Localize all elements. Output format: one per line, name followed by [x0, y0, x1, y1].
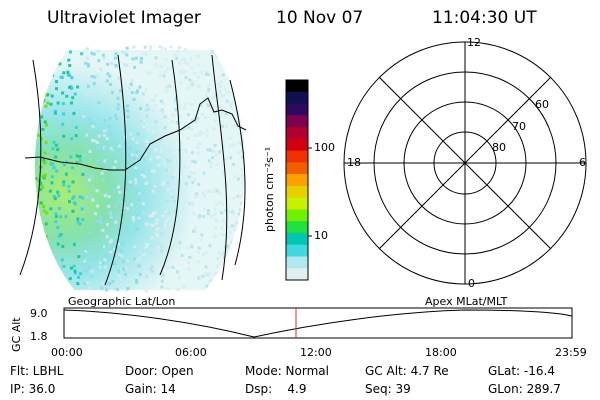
auroral-image	[19, 45, 247, 293]
colorbar-band	[286, 221, 308, 234]
graticule-lines	[19, 54, 246, 286]
emission-pixels	[35, 45, 245, 293]
time-tick-1800: 18:00	[425, 346, 457, 359]
colorbar-band	[286, 256, 308, 269]
apex-label: Apex MLat/MLT	[425, 295, 508, 308]
coastline	[24, 97, 247, 171]
glat-info: GLat: -16.4	[488, 364, 555, 378]
gain-info: Gain: 14	[125, 382, 176, 396]
instrument-title: Ultraviolet Imager	[47, 8, 201, 28]
mode-info: Mode: Normal	[245, 364, 329, 378]
colorbar-band	[286, 103, 308, 116]
altitude-plot	[63, 307, 573, 339]
ip-info: IP: 36.0	[10, 382, 56, 396]
colorbar-unit-label: photon cm⁻²s⁻¹	[263, 146, 276, 232]
colorbar-band	[286, 127, 308, 140]
colorbar-band	[286, 244, 308, 257]
colorbar-band	[286, 150, 308, 163]
colorbar-band	[286, 209, 308, 222]
colorbar-tick-100: 100	[314, 141, 335, 154]
polar-plot	[343, 41, 587, 285]
color-bar	[285, 79, 312, 281]
mlat-label-60: 60	[535, 98, 549, 111]
time-label: 11:04:30 UT	[432, 8, 537, 28]
dsp-info: Dsp: 4.9	[245, 382, 307, 396]
colorbar-tick-10: 10	[314, 229, 328, 242]
seq-info: Seq: 39	[365, 382, 411, 396]
polar-grid	[343, 41, 587, 285]
mlat-label-70: 70	[512, 120, 526, 133]
filter-info: Flt: LBHL	[10, 364, 64, 378]
altitude-tick-high: 9.0	[30, 307, 48, 320]
colorbar-band	[286, 91, 308, 105]
mlat-label-80: 80	[492, 141, 506, 154]
time-tick-0600: 06:00	[175, 346, 207, 359]
colorbar-band	[286, 268, 308, 281]
mlt-label-6: 6	[579, 156, 586, 169]
colorbar-band	[286, 80, 308, 93]
mlt-label-18: 18	[347, 156, 361, 169]
time-tick-0000: 00:00	[51, 346, 83, 359]
colorbar-band	[286, 138, 308, 152]
mlt-label-12: 12	[467, 36, 481, 49]
colorbar-band	[286, 162, 308, 175]
altitude-axis-label: GC Alt	[10, 317, 23, 352]
glon-info: GLon: 289.7	[488, 382, 561, 396]
colorbar-band	[286, 232, 308, 246]
colorbar-band	[286, 185, 308, 199]
altitude-curve	[63, 309, 573, 338]
gc-alt-info: GC Alt: 4.7 Re	[365, 364, 449, 378]
altitude-tick-low: 1.8	[30, 330, 48, 343]
geographic-label: Geographic Lat/Lon	[68, 295, 176, 308]
colorbar-band	[286, 174, 308, 187]
date-label: 10 Nov 07	[276, 8, 364, 28]
door-info: Door: Open	[125, 364, 194, 378]
mlt-label-0: 0	[468, 277, 475, 290]
colorbar-band	[286, 115, 308, 128]
time-tick-1200: 12:00	[300, 346, 332, 359]
colorbar-band	[286, 197, 308, 210]
time-tick-2359: 23:59	[555, 346, 587, 359]
